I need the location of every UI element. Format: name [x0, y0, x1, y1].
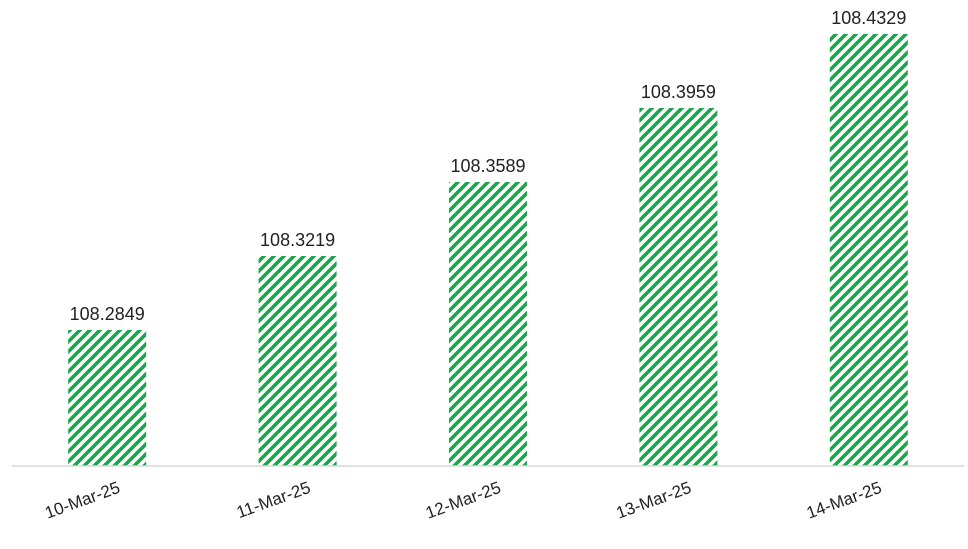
bar-14-Mar-25 [829, 34, 908, 466]
data-label-10-Mar-25: 108.2849 [70, 304, 145, 324]
bar-12-Mar-25 [449, 182, 527, 466]
data-label-11-Mar-25: 108.3219 [260, 230, 335, 250]
data-label-13-Mar-25: 108.3959 [641, 82, 716, 102]
x-tick-label-10-Mar-25: 10-Mar-25 [42, 478, 122, 523]
data-label-12-Mar-25: 108.3589 [450, 156, 525, 176]
x-tick-label-14-Mar-25: 14-Mar-25 [804, 478, 884, 523]
x-tick-label-13-Mar-25: 13-Mar-25 [614, 478, 694, 523]
bars-layer [68, 34, 908, 466]
data-labels-layer: 108.2849 108.3219 108.3589 108.3959 108.4329 [70, 8, 907, 324]
bar-13-Mar-25 [639, 108, 718, 466]
x-tick-label-11-Mar-25: 11-Mar-25 [234, 478, 313, 522]
x-tick-labels-layer: 10-Mar-25 11-Mar-25 12-Mar-25 13-Mar-25 14-M… [42, 478, 884, 523]
bar-10-Mar-25 [68, 330, 147, 466]
x-tick-label-12-Mar-25: 12-Mar-25 [423, 478, 503, 523]
data-label-14-Mar-25: 108.4329 [831, 8, 906, 28]
bar-11-Mar-25 [258, 256, 337, 466]
